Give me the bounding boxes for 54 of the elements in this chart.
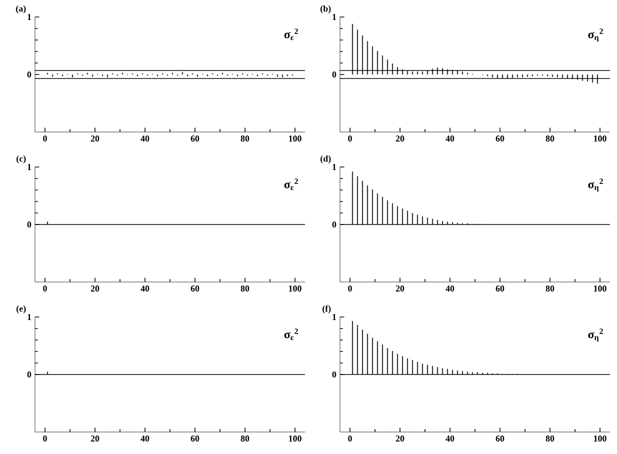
chart-title: (e) <box>16 305 26 314</box>
x-tick-label: 40 <box>446 286 454 292</box>
x-tick-label: 60 <box>496 436 504 442</box>
x-tick-label: 100 <box>594 286 606 292</box>
x-tick-label: 100 <box>288 286 302 292</box>
x-tick-label: 80 <box>240 436 250 442</box>
x-tick-label: 100 <box>594 136 606 142</box>
x-tick-label: 100 <box>288 136 302 142</box>
y-tick-label: 1 <box>332 14 336 20</box>
y-tick-label: 0 <box>332 71 336 78</box>
x-tick-label: 100 <box>594 436 606 442</box>
x-tick-label: 20 <box>90 436 100 442</box>
x-tick-label: 80 <box>546 286 554 292</box>
x-tick-label: 40 <box>140 436 150 442</box>
x-tick-label: 100 <box>288 436 302 442</box>
x-tick-label: 40 <box>446 436 454 442</box>
chart-title: (a) <box>16 5 26 14</box>
x-tick-label: 0 <box>43 136 47 142</box>
x-tick-label: 20 <box>396 286 404 292</box>
y-tick-label: 1 <box>332 314 336 320</box>
y-tick-label: 0 <box>27 371 32 378</box>
x-tick-label: 60 <box>496 136 504 142</box>
x-tick-label: 80 <box>240 286 250 292</box>
x-tick-label: 40 <box>446 136 454 142</box>
y-tick-label: 0 <box>332 221 336 228</box>
y-tick-label: 1 <box>28 164 32 170</box>
y-tick-label: 0 <box>332 371 336 378</box>
x-tick-label: 20 <box>396 136 404 142</box>
x-tick-label: 80 <box>546 436 554 442</box>
x-tick-label: 60 <box>190 436 200 442</box>
y-tick-label: 1 <box>28 14 32 20</box>
x-tick-label: 0 <box>348 136 352 142</box>
x-tick-label: 60 <box>190 136 200 142</box>
x-tick-label: 60 <box>496 286 504 292</box>
y-tick-label: 1 <box>332 164 336 170</box>
x-tick-label: 0 <box>43 436 47 442</box>
x-tick-label: 0 <box>348 436 352 442</box>
x-tick-label: 40 <box>140 286 150 292</box>
chart-title: (f) <box>322 305 331 314</box>
chart-title: (c) <box>16 155 26 164</box>
chart-title: (b) <box>320 5 331 14</box>
y-tick-label: 0 <box>27 221 32 228</box>
x-tick-label: 20 <box>90 136 100 142</box>
x-tick-label: 40 <box>140 136 150 142</box>
x-tick-label: 80 <box>546 136 554 142</box>
x-tick-label: 0 <box>348 286 352 292</box>
x-tick-label: 80 <box>240 136 250 142</box>
y-tick-label: 0 <box>27 71 32 78</box>
x-tick-label: 20 <box>90 286 100 292</box>
x-tick-label: 20 <box>396 436 404 442</box>
y-tick-label: 1 <box>28 314 32 320</box>
chart-title: (d) <box>320 155 331 164</box>
x-tick-label: 0 <box>43 286 47 292</box>
x-tick-label: 60 <box>190 286 200 292</box>
